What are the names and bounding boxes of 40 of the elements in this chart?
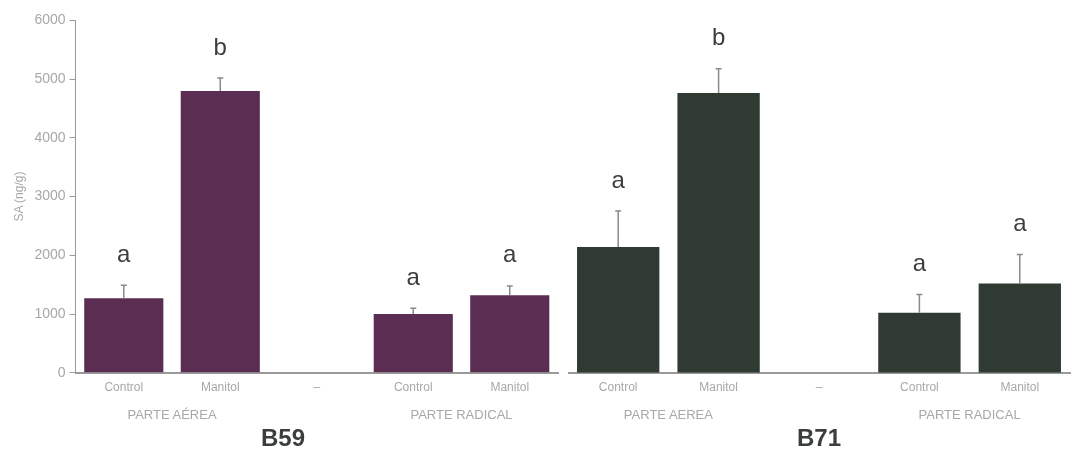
bar <box>373 314 453 373</box>
data-label: a <box>1013 209 1028 237</box>
data-label: b <box>213 32 227 60</box>
data-label: a <box>117 239 132 267</box>
x-tick-label: Control <box>900 380 939 395</box>
x-tick-label: Control <box>393 380 433 395</box>
y-tick-label: 4000 <box>34 128 66 145</box>
data-label: a <box>912 249 927 277</box>
y-tick-label: 2000 <box>34 246 66 263</box>
bar <box>677 92 760 373</box>
data-label: a <box>611 165 626 193</box>
y-tick-label: 0 <box>57 363 66 380</box>
x-tick-label: – <box>815 380 823 395</box>
y-tick-label: 6000 <box>34 11 66 28</box>
x-tick-label: Manitol <box>490 380 530 395</box>
bar <box>878 312 961 373</box>
data-label: a <box>406 262 421 290</box>
x-tick-label: Control <box>598 380 638 395</box>
text: PARTE AEREA <box>623 407 714 423</box>
text: B71 <box>796 424 842 452</box>
bar <box>577 246 660 373</box>
data-label: b <box>711 23 726 51</box>
data-label: a <box>503 240 518 268</box>
text: PARTE RADICAL <box>918 407 1021 423</box>
text: B59 <box>260 424 306 452</box>
x-tick-label: – <box>313 380 321 395</box>
bar <box>470 295 550 373</box>
bar <box>978 283 1061 373</box>
y-tick-label: 1000 <box>34 304 66 321</box>
x-tick-label: Manitol <box>699 380 738 395</box>
bar <box>84 298 164 373</box>
x-tick-label: Control <box>104 380 144 395</box>
text: PARTE AÉREA <box>127 407 217 423</box>
y-tick-label: 5000 <box>34 69 66 86</box>
x-tick-label: Manitol <box>200 380 240 395</box>
bar <box>180 90 260 373</box>
x-tick-label: Manitol <box>1000 380 1040 395</box>
y-tick-label: 3000 <box>34 187 66 204</box>
y-axis-title: SA (ng/g) <box>11 171 26 222</box>
text: PARTE RADICAL <box>410 407 513 423</box>
